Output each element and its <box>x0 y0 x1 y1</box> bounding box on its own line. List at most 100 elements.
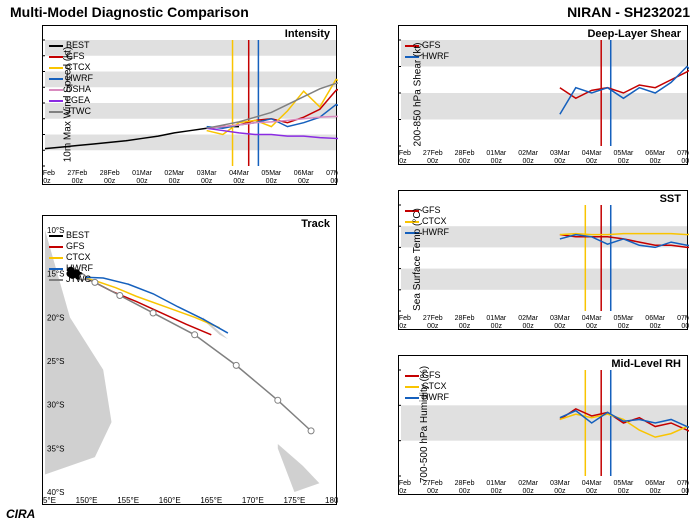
svg-text:155°E: 155°E <box>117 496 139 505</box>
legend-item: CTCX <box>49 252 93 263</box>
svg-text:25°S: 25°S <box>47 357 64 366</box>
svg-text:00z: 00z <box>427 158 439 165</box>
legend-item: HWRF <box>49 263 93 274</box>
cira-logo: CIRA <box>6 507 35 521</box>
svg-text:01Mar: 01Mar <box>486 315 507 322</box>
svg-text:00z: 00z <box>618 488 630 495</box>
svg-text:00z: 00z <box>136 178 148 185</box>
svg-text:00z: 00z <box>554 323 566 330</box>
svg-text:00z: 00z <box>201 178 213 185</box>
svg-text:00z: 00z <box>650 323 662 330</box>
svg-text:00z: 00z <box>298 178 310 185</box>
svg-text:06Mar: 06Mar <box>645 150 666 157</box>
svg-text:00z: 00z <box>399 158 407 165</box>
svg-text:06Mar: 06Mar <box>645 315 666 322</box>
svg-text:145°E: 145°E <box>43 496 56 505</box>
svg-text:20°S: 20°S <box>47 313 64 322</box>
svg-text:26Feb: 26Feb <box>399 315 411 322</box>
svg-text:27Feb: 27Feb <box>423 315 443 322</box>
svg-text:00z: 00z <box>554 488 566 495</box>
svg-text:28Feb: 28Feb <box>455 315 475 322</box>
svg-text:00z: 00z <box>522 323 534 330</box>
svg-text:00z: 00z <box>399 488 407 495</box>
svg-text:07Mar: 07Mar <box>677 315 689 322</box>
cyclone-id: NIRAN - SH232021 <box>567 4 690 20</box>
svg-text:00z: 00z <box>266 178 278 185</box>
panel-track: Track 40°S35°S30°S25°S20°S15°S10°S145°E1… <box>42 215 337 505</box>
svg-text:02Mar: 02Mar <box>518 315 539 322</box>
svg-text:00z: 00z <box>491 488 503 495</box>
svg-text:05Mar: 05Mar <box>614 315 635 322</box>
svg-text:05Mar: 05Mar <box>614 480 635 487</box>
svg-text:03Mar: 03Mar <box>197 170 218 177</box>
svg-text:02Mar: 02Mar <box>164 170 185 177</box>
svg-text:00z: 00z <box>522 158 534 165</box>
svg-text:01Mar: 01Mar <box>486 150 507 157</box>
svg-text:26Feb: 26Feb <box>43 170 55 177</box>
svg-text:03Mar: 03Mar <box>550 480 571 487</box>
svg-text:00z: 00z <box>681 323 689 330</box>
svg-text:180°E: 180°E <box>325 496 338 505</box>
ylabel-rh: 700-500 hPa Humidity (%) <box>419 366 430 483</box>
svg-text:00z: 00z <box>554 158 566 165</box>
panel-shear: Deep-Layer Shear 01020304026Feb00z27Feb0… <box>398 25 688 165</box>
svg-text:00z: 00z <box>681 488 689 495</box>
panel-intensity-title: Intensity <box>285 28 330 40</box>
svg-text:00z: 00z <box>586 323 598 330</box>
svg-text:00z: 00z <box>427 488 439 495</box>
svg-text:00z: 00z <box>459 323 471 330</box>
svg-text:04Mar: 04Mar <box>582 480 603 487</box>
svg-text:28Feb: 28Feb <box>455 480 475 487</box>
svg-text:03Mar: 03Mar <box>550 315 571 322</box>
svg-text:06Mar: 06Mar <box>645 480 666 487</box>
svg-text:00z: 00z <box>491 323 503 330</box>
legend-track: BESTGFSCTCXHWRFJTWC <box>49 230 93 285</box>
svg-text:01Mar: 01Mar <box>132 170 153 177</box>
svg-text:26Feb: 26Feb <box>399 480 411 487</box>
panel-sst: SST 22242628303226Feb00z27Feb00z28Feb00z… <box>398 190 688 330</box>
svg-text:04Mar: 04Mar <box>229 170 250 177</box>
svg-text:07Mar: 07Mar <box>326 170 338 177</box>
svg-text:26Feb: 26Feb <box>399 150 411 157</box>
svg-text:00z: 00z <box>618 158 630 165</box>
svg-text:07Mar: 07Mar <box>677 480 689 487</box>
svg-text:00z: 00z <box>233 178 245 185</box>
svg-text:00z: 00z <box>650 158 662 165</box>
ylabel-shear: 200-850 hPa Shear (kt) <box>412 43 423 147</box>
svg-text:06Mar: 06Mar <box>294 170 315 177</box>
svg-text:00z: 00z <box>427 323 439 330</box>
svg-text:30°S: 30°S <box>47 401 64 410</box>
svg-text:00z: 00z <box>586 158 598 165</box>
svg-text:05Mar: 05Mar <box>614 150 635 157</box>
svg-text:00z: 00z <box>459 488 471 495</box>
svg-text:00z: 00z <box>586 488 598 495</box>
svg-text:07Mar: 07Mar <box>677 150 689 157</box>
svg-text:02Mar: 02Mar <box>518 480 539 487</box>
svg-text:03Mar: 03Mar <box>550 150 571 157</box>
legend-item: JTWC <box>49 274 93 285</box>
ylabel-sst: Sea Surface Temp (°C) <box>412 208 423 311</box>
svg-text:00z: 00z <box>681 158 689 165</box>
svg-text:28Feb: 28Feb <box>455 150 475 157</box>
svg-text:35°S: 35°S <box>47 444 64 453</box>
svg-text:00z: 00z <box>618 323 630 330</box>
svg-text:175°E: 175°E <box>283 496 305 505</box>
svg-text:02Mar: 02Mar <box>518 150 539 157</box>
svg-text:165°E: 165°E <box>200 496 222 505</box>
svg-text:00z: 00z <box>650 488 662 495</box>
panel-shear-title: Deep-Layer Shear <box>587 28 681 40</box>
svg-text:27Feb: 27Feb <box>423 150 443 157</box>
legend-item: BEST <box>49 230 93 241</box>
svg-text:04Mar: 04Mar <box>582 315 603 322</box>
svg-text:00z: 00z <box>399 323 407 330</box>
svg-text:00z: 00z <box>491 158 503 165</box>
panel-sst-title: SST <box>660 193 681 205</box>
svg-text:00z: 00z <box>43 178 51 185</box>
panel-rh: Mid-Level RH 40608010026Feb00z27Feb00z28… <box>398 355 688 495</box>
svg-text:05Mar: 05Mar <box>261 170 282 177</box>
svg-text:04Mar: 04Mar <box>582 150 603 157</box>
legend-item: GFS <box>49 241 93 252</box>
svg-text:160°E: 160°E <box>159 496 181 505</box>
svg-text:00z: 00z <box>330 178 338 185</box>
svg-text:28Feb: 28Feb <box>100 170 120 177</box>
